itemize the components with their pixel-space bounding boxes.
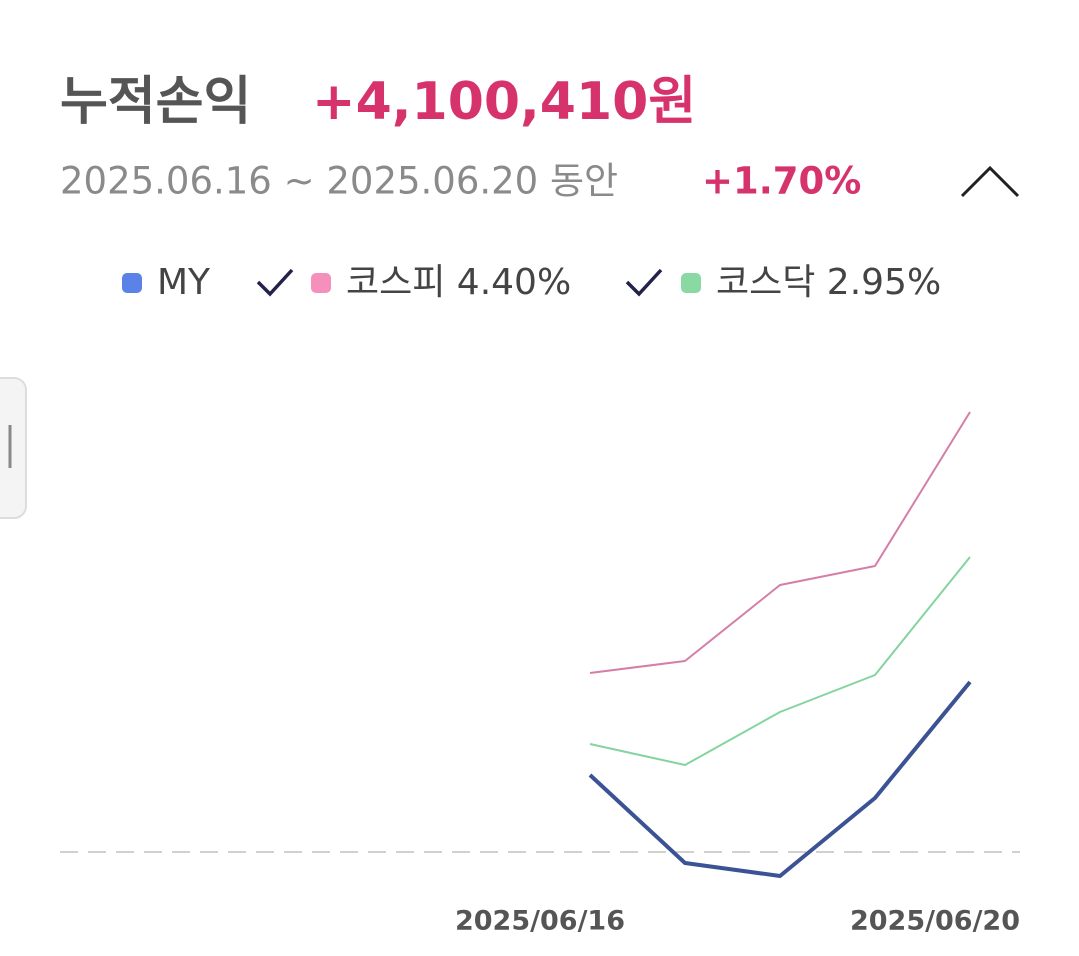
amount: +4,100,410원: [312, 72, 696, 132]
legend-label: 코스피 4.40%: [346, 262, 571, 303]
legend-swatch: [311, 273, 331, 293]
x-tick-label: 2025/06/20: [850, 906, 1020, 937]
kospi-check[interactable]: [256, 268, 294, 297]
x-tick-label: 2025/06/16: [455, 906, 625, 937]
legend-label: 코스닥 2.95%: [716, 262, 941, 303]
kosdaq-check[interactable]: [625, 268, 663, 297]
series-line: [589, 556, 971, 766]
collapse-button[interactable]: [960, 165, 1020, 198]
series-line: [589, 411, 971, 674]
side-handle[interactable]: [0, 377, 27, 519]
legend-swatch: [122, 273, 142, 293]
title: 누적손익: [60, 72, 251, 132]
series-line: [588, 680, 972, 878]
rate: +1.70%: [702, 160, 861, 203]
period: 2025.06.16 ~ 2025.06.20 동안: [60, 160, 618, 203]
legend-swatch: [681, 273, 701, 293]
legend-label: MY: [157, 262, 211, 303]
